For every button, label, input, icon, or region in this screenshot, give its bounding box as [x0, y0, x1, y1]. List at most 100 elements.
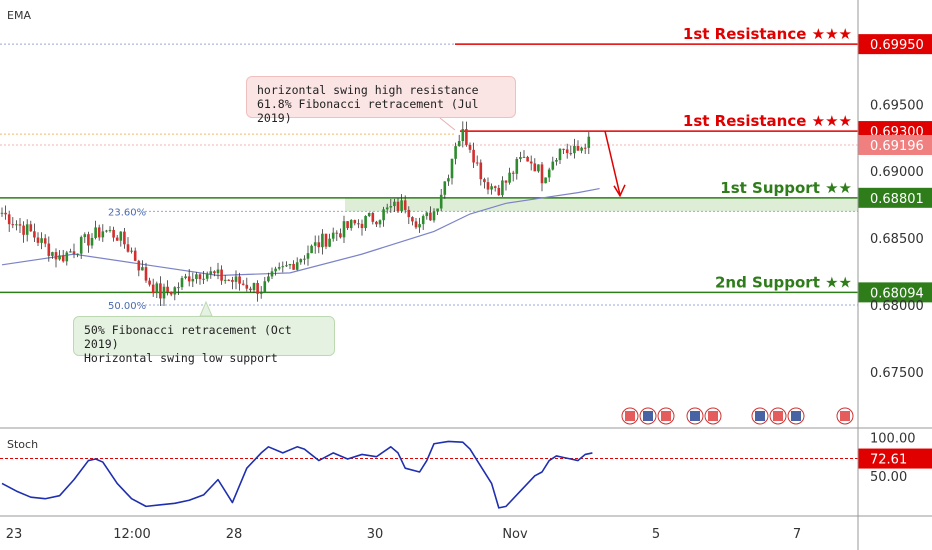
candle-body	[94, 227, 97, 238]
candle-body	[562, 148, 565, 150]
flag-fill	[690, 411, 700, 421]
candle-body	[540, 164, 544, 184]
candle-body	[169, 292, 173, 295]
candle-body	[191, 278, 195, 282]
candle-body	[108, 229, 112, 231]
candle-body	[58, 255, 61, 260]
candle-body	[493, 186, 497, 188]
candle-body	[65, 252, 69, 262]
candle-body	[72, 251, 76, 254]
candle-body	[364, 215, 367, 229]
candle-body	[184, 276, 187, 279]
flag-fill	[791, 411, 801, 421]
candle-body	[342, 221, 346, 238]
candle-body	[7, 214, 11, 225]
candle-body	[141, 267, 144, 271]
candle-body	[306, 253, 310, 259]
candle-body	[90, 237, 94, 246]
candle-body	[303, 258, 306, 260]
event-icons	[621, 407, 854, 425]
main-indicator-label: EMA	[7, 9, 31, 22]
flag-fill	[661, 411, 671, 421]
candle-body	[454, 146, 457, 159]
projection-arrowhead	[613, 184, 626, 198]
annotation-line: horizontal swing high resistance	[257, 83, 479, 97]
candle-body	[544, 177, 547, 184]
candle-body	[256, 282, 259, 294]
candle-body	[367, 212, 371, 216]
candle-body	[360, 223, 364, 229]
candle-body	[105, 230, 108, 232]
level-label: 1st Resistance ★★★	[683, 112, 852, 130]
candle-body	[162, 286, 166, 299]
candle-body	[195, 274, 198, 279]
candle-body	[328, 238, 331, 247]
candle-body	[511, 172, 515, 174]
price-tag-bg	[858, 34, 932, 55]
candle-body	[166, 286, 169, 293]
candle-body	[569, 153, 573, 155]
candle-body	[526, 156, 529, 162]
candle-body	[123, 231, 126, 245]
candle-body	[245, 284, 249, 289]
candle-body	[443, 181, 447, 195]
price-tag-text: 72.61	[870, 453, 907, 468]
event-flag-icon	[704, 407, 722, 425]
stoch-tick-label: 50.00	[870, 470, 907, 485]
flag-fill	[625, 411, 635, 421]
candle-body	[292, 263, 295, 270]
event-flag-icon	[836, 407, 854, 425]
flag-fill	[643, 411, 653, 421]
flag-fill	[840, 411, 850, 421]
candle-body	[209, 271, 213, 275]
candle-body	[79, 237, 83, 254]
candle-body	[133, 250, 137, 261]
level-label: 1st Resistance ★★★	[683, 25, 852, 43]
candle-body	[461, 129, 465, 142]
annotation-line: 61.8% Fibonacci retracement (Jul 2019)	[257, 97, 479, 125]
price-tag: 0.68094	[858, 282, 932, 303]
candle-body	[310, 245, 313, 254]
candle-body	[87, 234, 90, 246]
fib-label: 23.60%	[108, 207, 146, 218]
candle-body	[288, 263, 292, 266]
candle-body	[447, 178, 450, 182]
x-tick-label: 5	[652, 527, 660, 542]
candle-body	[187, 276, 191, 282]
candle-body	[558, 148, 562, 161]
stoch-tick-label: 100.00	[870, 432, 916, 447]
candle-body	[148, 280, 151, 285]
event-flag-icon	[657, 407, 675, 425]
candle-body	[324, 233, 328, 247]
candle-body	[177, 287, 180, 289]
y-tick-label: 0.67500	[870, 366, 924, 381]
fib-label: 50.00%	[108, 301, 146, 312]
candle-body	[18, 224, 22, 226]
candle-body	[263, 281, 267, 293]
candle-body	[378, 220, 382, 225]
price-tag-text: 0.68094	[870, 286, 924, 301]
candle-body	[529, 161, 533, 164]
candle-body	[180, 278, 184, 288]
candle-body	[403, 200, 407, 210]
candle-body	[393, 201, 396, 207]
candle-body	[267, 276, 270, 282]
candle-body	[371, 212, 375, 222]
candle-body	[144, 267, 148, 281]
price-tag: 0.68801	[858, 187, 932, 208]
candle-body	[385, 207, 389, 210]
candle-body	[519, 157, 522, 159]
candle-body	[555, 160, 558, 162]
candle-body	[346, 221, 349, 229]
candle-body	[331, 232, 335, 239]
flag-fill	[708, 411, 718, 421]
stoch-line	[1, 440, 593, 509]
resistance-annotation: horizontal swing high resistance 61.8% F…	[246, 76, 516, 125]
candle-body	[490, 186, 493, 190]
candle-body	[112, 229, 115, 238]
price-tag-bg	[858, 134, 932, 155]
ema-line	[1, 187, 600, 277]
fib-zone: 23.60% 50.00%	[108, 197, 858, 312]
candle-body	[231, 279, 234, 282]
